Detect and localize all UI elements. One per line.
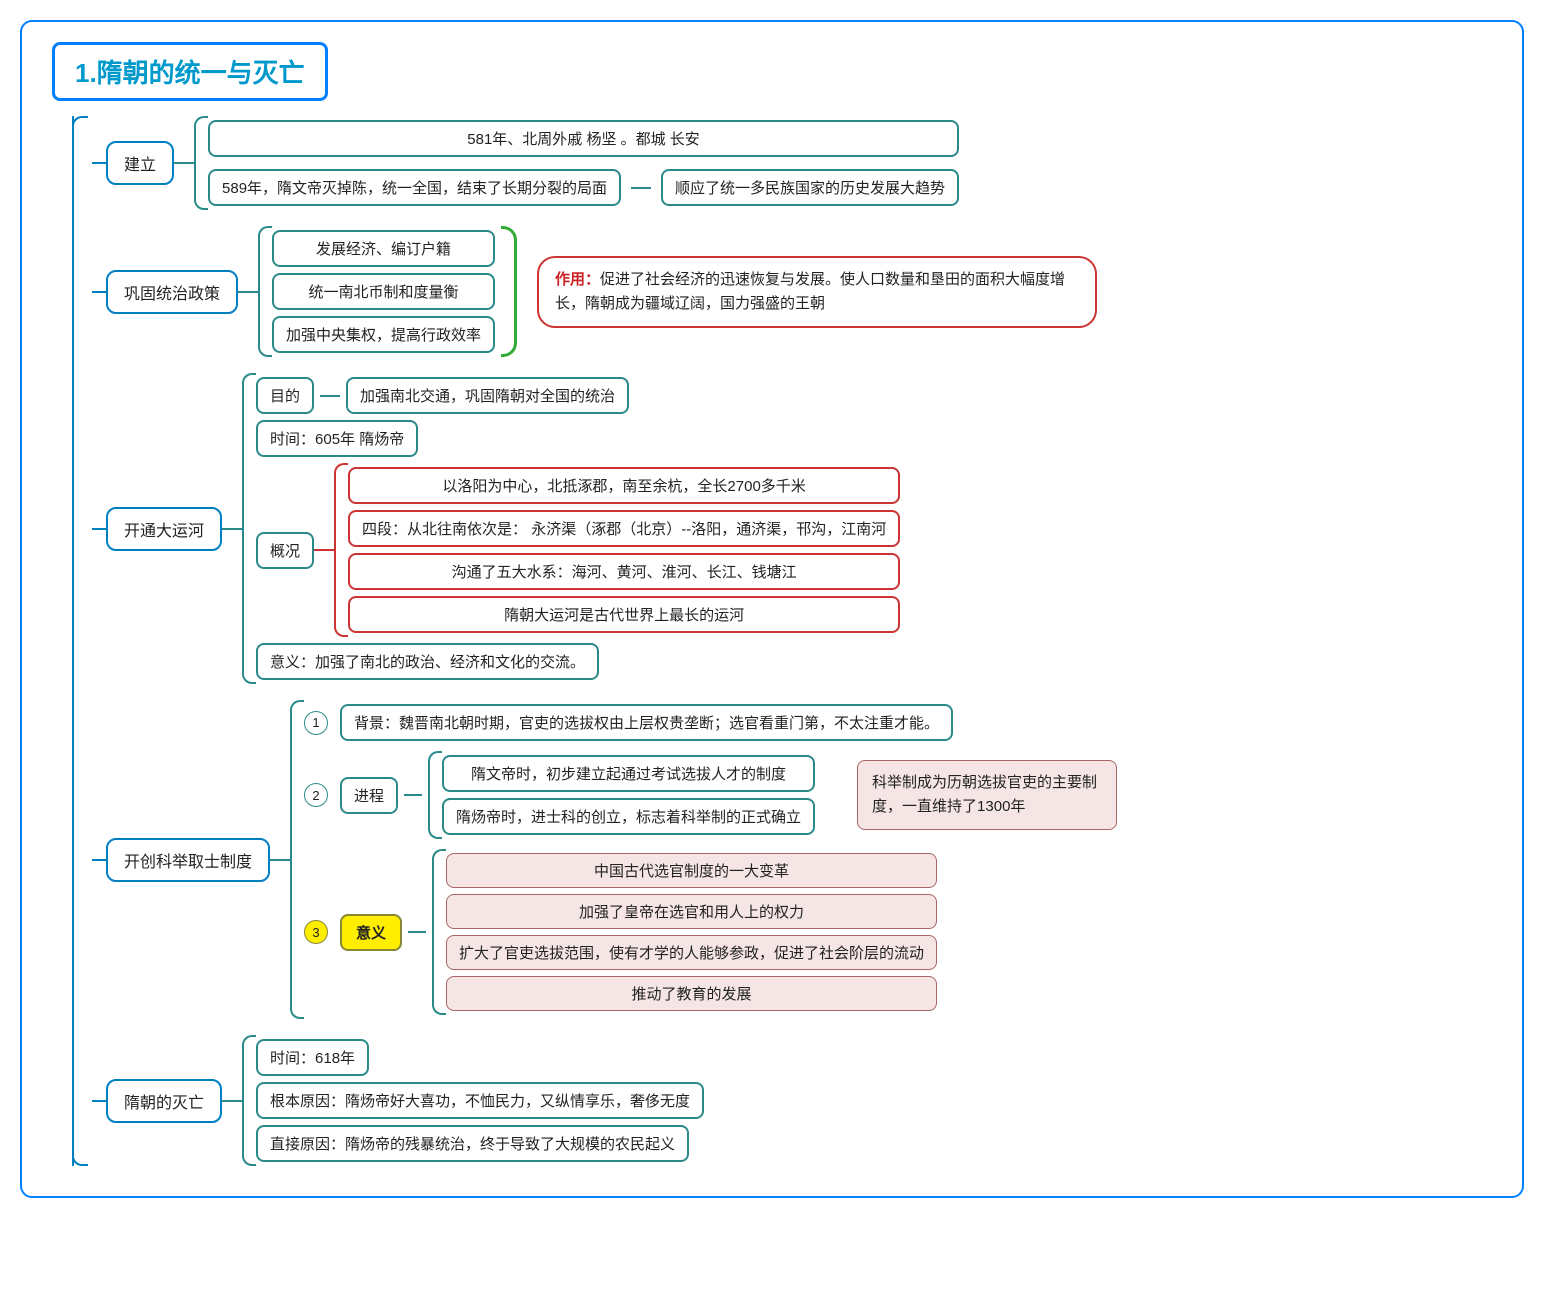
jc-aside: 科举制成为历朝选拔官吏的主要制度，一直维持了1300年 (857, 760, 1117, 830)
effect-label: 作用： (555, 271, 600, 288)
yy-item: 扩大了官吏选拔范围，使有才学的人能够参政，促进了社会阶层的流动 (446, 935, 937, 970)
text-node: 发展经济、编订户籍 (272, 230, 495, 267)
time-node: 时间：605年 隋炀帝 (256, 420, 418, 457)
num-badge: 2 (304, 783, 328, 807)
mindmap-container: 1.隋朝的统一与灭亡 建立 581年、北周外戚 杨坚 。都城 长安 589年，隋… (20, 20, 1524, 1198)
branch-gonggu: 巩固统治政策 发展经济、编订户籍 统一南北币制和度量衡 加强中央集权，提高行政效… (92, 226, 1502, 357)
mindmap-body: 建立 581年、北周外戚 杨坚 。都城 长安 589年，隋文帝灭掉陈，统一全国，… (52, 116, 1502, 1166)
mw-item: 根本原因：隋炀帝好大喜功，不恤民力，又纵情享乐，奢侈无度 (256, 1082, 704, 1119)
text-node: 加强中央集权，提高行政效率 (272, 316, 495, 353)
effect-text: 促进了社会经济的迅速恢复与发展。使人口数量和垦田的面积大幅度增长，隋朝成为疆域辽… (555, 271, 1065, 312)
mw-item: 直接原因：隋炀帝的残暴统治，终于导致了大规模的农民起义 (256, 1125, 689, 1162)
branch-label-dayunhe: 开通大运河 (106, 507, 222, 551)
aside-node: 顺应了统一多民族国家的历史发展大趋势 (661, 169, 959, 206)
branch-keju: 开创科举取士制度 1 背景：魏晋南北朝时期，官吏的选拔权由上层权贵垄断；选官看重… (92, 700, 1502, 1019)
branch-miewang: 隋朝的灭亡 时间：618年 根本原因：隋炀帝好大喜功，不恤民力，又纵情享乐，奢侈… (92, 1035, 1502, 1166)
yy-item: 加强了皇帝在选官和用人上的权力 (446, 894, 937, 929)
yiyi-node: 意义：加强了南北的政治、经济和文化的交流。 (256, 643, 599, 680)
yy-item: 推动了教育的发展 (446, 976, 937, 1011)
num-badge: 1 (304, 711, 328, 735)
jc-label: 进程 (340, 777, 398, 814)
keju-bg: 1 背景：魏晋南北朝时期，官吏的选拔权由上层权贵垄断；选官看重门第，不太注重才能… (304, 704, 1117, 741)
branch-label-keju: 开创科举取士制度 (106, 838, 270, 882)
branch-label-miewang: 隋朝的灭亡 (106, 1079, 222, 1123)
branch-label-gonggu: 巩固统治政策 (106, 270, 238, 314)
gk-item: 四段：从北往南依次是： 永济渠（涿郡（北京）--洛阳，通济渠，邗沟，江南河 (348, 510, 900, 547)
mindmap-title: 1.隋朝的统一与灭亡 (52, 42, 328, 101)
mudi-text: 加强南北交通，巩固隋朝对全国的统治 (346, 377, 629, 414)
bg-text: 背景：魏晋南北朝时期，官吏的选拔权由上层权贵垄断；选官看重门第，不太注重才能。 (340, 704, 953, 741)
gaikuang-label: 概况 (256, 532, 314, 569)
text-node: 统一南北币制和度量衡 (272, 273, 495, 310)
text-node: 581年、北周外戚 杨坚 。都城 长安 (208, 120, 959, 157)
yy-label: 意义 (340, 914, 402, 951)
branch-jianli: 建立 581年、北周外戚 杨坚 。都城 长安 589年，隋文帝灭掉陈，统一全国，… (92, 116, 1502, 210)
mudi-label: 目的 (256, 377, 314, 414)
jc-item: 隋炀帝时，进士科的创立，标志着科举制的正式确立 (442, 798, 815, 835)
keju-jincheng: 2 进程 隋文帝时，初步建立起通过考试选拔人才的制度 隋炀帝时，进士科的创立，标… (304, 751, 1117, 839)
jc-item: 隋文帝时，初步建立起通过考试选拔人才的制度 (442, 755, 815, 792)
gk-item: 以洛阳为中心，北抵涿郡，南至余杭，全长2700多千米 (348, 467, 900, 504)
text-node: 589年，隋文帝灭掉陈，统一全国，结束了长期分裂的局面 (208, 169, 621, 206)
gk-item: 隋朝大运河是古代世界上最长的运河 (348, 596, 900, 633)
mw-item: 时间：618年 (256, 1039, 369, 1076)
gk-item: 沟通了五大水系：海河、黄河、淮河、长江、钱塘江 (348, 553, 900, 590)
effect-callout: 作用：促进了社会经济的迅速恢复与发展。使人口数量和垦田的面积大幅度增长，隋朝成为… (537, 256, 1097, 328)
branch-label-jianli: 建立 (106, 141, 174, 185)
keju-yiyi: 3 意义 中国古代选官制度的一大变革 加强了皇帝在选官和用人上的权力 扩大了官吏… (304, 849, 1117, 1015)
branch-dayunhe: 开通大运河 目的 加强南北交通，巩固隋朝对全国的统治 时间：605年 隋炀帝 概… (92, 373, 1502, 684)
yy-item: 中国古代选官制度的一大变革 (446, 853, 937, 888)
num-badge: 3 (304, 920, 328, 944)
